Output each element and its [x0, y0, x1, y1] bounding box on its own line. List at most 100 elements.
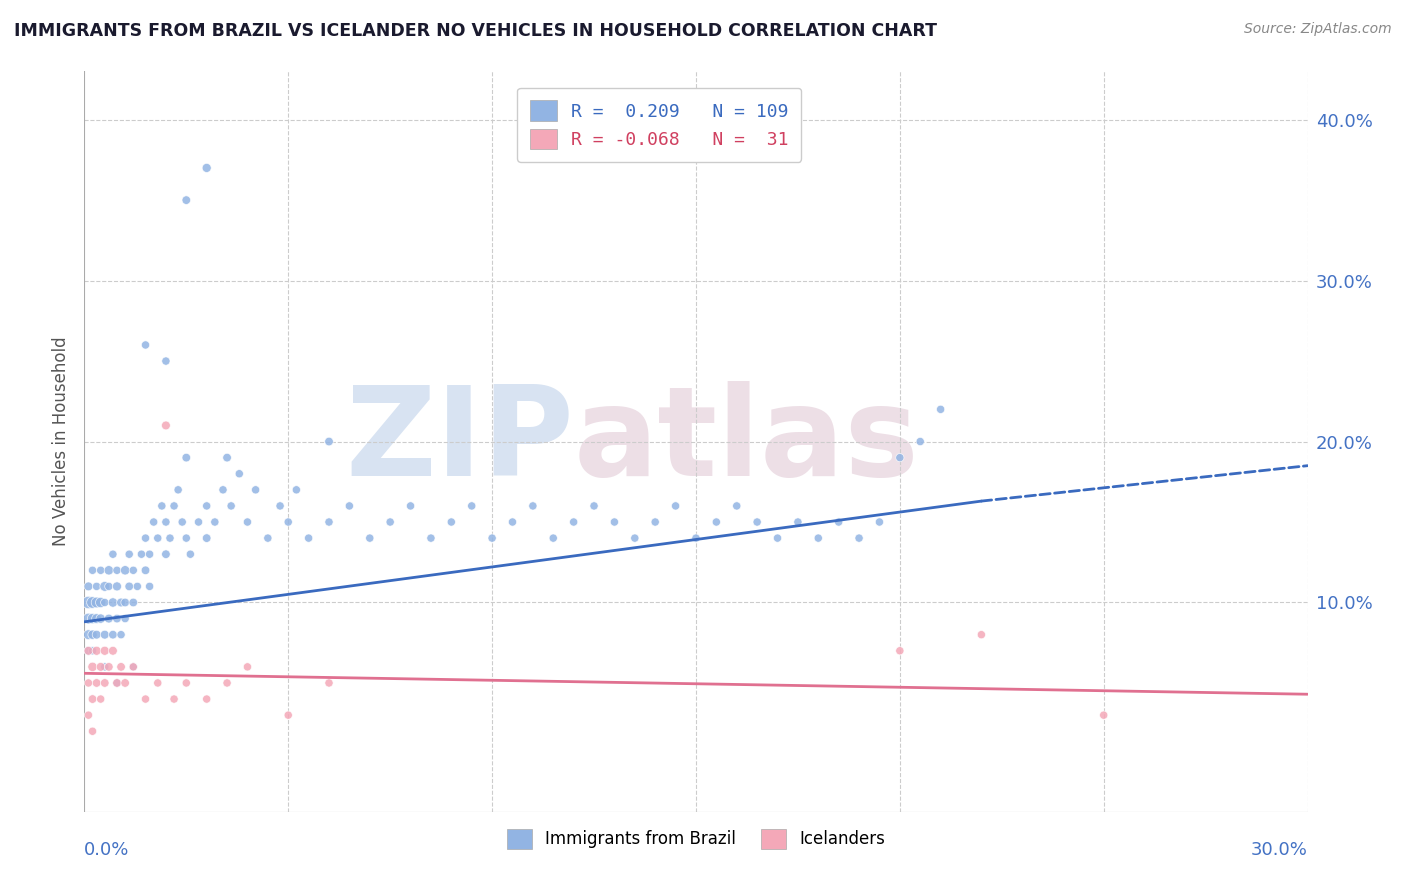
Point: [219, 499, 242, 513]
Point: [159, 531, 181, 545]
Text: Source: ZipAtlas.com: Source: ZipAtlas.com: [1244, 22, 1392, 37]
Point: [97, 563, 120, 577]
Point: [114, 563, 136, 577]
Point: [725, 499, 748, 513]
Point: [122, 660, 145, 674]
Point: [77, 708, 100, 723]
Point: [146, 531, 169, 545]
Point: [420, 531, 443, 545]
Point: [747, 515, 769, 529]
Point: [257, 531, 280, 545]
Text: IMMIGRANTS FROM BRAZIL VS ICELANDER NO VEHICLES IN HOUSEHOLD CORRELATION CHART: IMMIGRANTS FROM BRAZIL VS ICELANDER NO V…: [14, 22, 936, 40]
Point: [93, 628, 115, 642]
Point: [101, 644, 124, 658]
Point: [86, 611, 108, 625]
Point: [93, 579, 115, 593]
Point: [97, 611, 120, 625]
Point: [131, 547, 153, 561]
Point: [298, 531, 321, 545]
Point: [77, 579, 100, 593]
Point: [236, 660, 259, 674]
Point: [929, 402, 952, 417]
Point: [174, 193, 197, 207]
Point: [82, 724, 104, 739]
Text: 0.0%: 0.0%: [84, 840, 129, 859]
Point: [135, 531, 157, 545]
Point: [82, 628, 104, 642]
Point: [163, 499, 186, 513]
Point: [212, 483, 235, 497]
Point: [97, 579, 120, 593]
Point: [318, 676, 340, 690]
Point: [77, 628, 100, 642]
Point: [269, 499, 291, 513]
Point: [706, 515, 728, 529]
Point: [481, 531, 503, 545]
Point: [318, 434, 340, 449]
Point: [93, 644, 115, 658]
Point: [339, 499, 361, 513]
Text: atlas: atlas: [574, 381, 920, 502]
Point: [172, 515, 194, 529]
Point: [187, 515, 209, 529]
Point: [869, 515, 891, 529]
Point: [122, 660, 145, 674]
Point: [155, 354, 177, 368]
Point: [82, 595, 104, 609]
Point: [77, 611, 100, 625]
Text: 30.0%: 30.0%: [1251, 840, 1308, 859]
Point: [285, 483, 308, 497]
Point: [174, 676, 197, 690]
Point: [461, 499, 484, 513]
Legend: Immigrants from Brazil, Icelanders: Immigrants from Brazil, Icelanders: [501, 822, 891, 855]
Point: [440, 515, 463, 529]
Point: [93, 595, 115, 609]
Point: [86, 628, 108, 642]
Point: [101, 628, 124, 642]
Point: [685, 531, 707, 545]
Point: [86, 676, 108, 690]
Point: [138, 547, 160, 561]
Point: [135, 692, 157, 706]
Point: [77, 595, 100, 609]
Point: [114, 595, 136, 609]
Point: [179, 547, 201, 561]
Point: [644, 515, 666, 529]
Point: [562, 515, 585, 529]
Text: ZIP: ZIP: [344, 381, 574, 502]
Point: [174, 531, 197, 545]
Point: [90, 611, 112, 625]
Point: [155, 418, 177, 433]
Point: [110, 595, 132, 609]
Point: [82, 563, 104, 577]
Point: [90, 563, 112, 577]
Point: [665, 499, 688, 513]
Point: [236, 515, 259, 529]
Point: [135, 338, 157, 352]
Point: [277, 708, 299, 723]
Point: [195, 531, 218, 545]
Point: [122, 595, 145, 609]
Point: [228, 467, 250, 481]
Point: [807, 531, 830, 545]
Point: [101, 595, 124, 609]
Point: [217, 450, 239, 465]
Point: [174, 450, 197, 465]
Point: [380, 515, 402, 529]
Point: [110, 628, 132, 642]
Point: [135, 563, 157, 577]
Point: [118, 547, 141, 561]
Point: [77, 644, 100, 658]
Point: [90, 692, 112, 706]
Point: [110, 660, 132, 674]
Point: [889, 450, 911, 465]
Point: [93, 676, 115, 690]
Point: [318, 515, 340, 529]
Point: [82, 644, 104, 658]
Point: [105, 563, 128, 577]
Point: [245, 483, 267, 497]
Point: [127, 579, 149, 593]
Point: [204, 515, 226, 529]
Point: [848, 531, 870, 545]
Point: [603, 515, 626, 529]
